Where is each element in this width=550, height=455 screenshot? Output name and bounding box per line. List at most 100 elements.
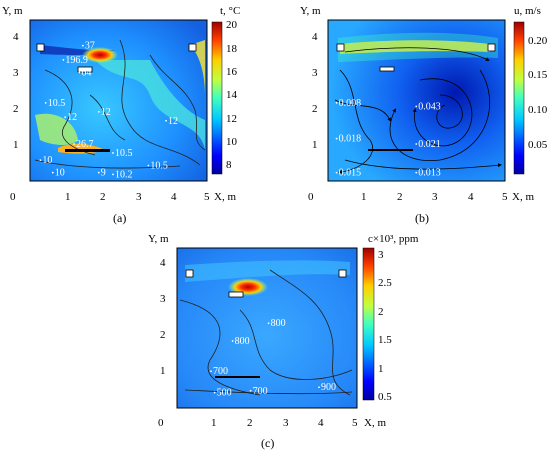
annotation-label: 0.021 <box>418 139 441 150</box>
panel-c-colorbar-gradient <box>362 247 375 401</box>
panel-b-xtick-2: 2 <box>397 191 403 203</box>
annotation-point <box>415 171 418 174</box>
annotation-point <box>78 71 81 74</box>
annotation-label: 64 <box>81 67 91 78</box>
panel-a-field <box>34 39 206 169</box>
panel-b-colorbar: u, m/s 0.05 0.10 0.15 0.20 <box>513 5 548 175</box>
panel-b-field <box>334 32 502 174</box>
panel-b-annotations: 0.008 0.043 0.018 0.021 0.015 0.013 <box>335 98 441 179</box>
panel-b-x-ticks: 0 1 2 3 4 5 X, m <box>308 191 534 203</box>
panel-c: Y, m 800 800 700 500 700 900 0 1 2 3 4 5 X, m… <box>148 233 419 450</box>
panel-b-y-ticks: 1 2 3 4 <box>312 31 318 151</box>
annotation-point <box>39 159 42 162</box>
panel-b-jet-halo <box>338 32 498 62</box>
annotation-point <box>97 110 100 113</box>
panel-b-ytick-3: 3 <box>312 67 318 79</box>
panel-b-streamline-2 <box>389 69 491 162</box>
annotation-point <box>210 370 212 373</box>
panel-b-inlet-left <box>336 43 345 52</box>
panel-a-ylabel: Y, m <box>2 5 23 17</box>
annotation-point <box>81 44 84 47</box>
panel-b-occupant-head <box>379 66 395 72</box>
panel-c-xtick-3: 3 <box>283 417 289 429</box>
panel-c-colorbar-title: c×10³, ppm <box>368 233 419 245</box>
panel-c-inlet-right <box>338 269 347 278</box>
annotation-label: 9 <box>101 168 106 179</box>
panel-a-cb-tick-18: 18 <box>226 43 238 55</box>
annotation-label: 500 <box>217 388 232 399</box>
panel-a-xtick-3: 3 <box>136 191 142 203</box>
panel-a-xtick-4: 4 <box>171 191 177 203</box>
panel-a-x-ticks: 0 1 2 3 4 5 X, m <box>10 191 236 203</box>
panel-a-xtick-0: 0 <box>10 191 16 203</box>
panel-c-cb-tick-15: 1.5 <box>378 334 392 346</box>
panel-c-colorbar: c×10³, ppm 0.5 1 1.5 2 2.5 3 <box>362 233 419 403</box>
panel-b-streamline-1 <box>344 47 490 61</box>
annotation-point <box>64 116 67 119</box>
annotation-label: 12 <box>168 116 178 127</box>
panel-b-xlabel: X, m <box>512 191 534 203</box>
annotation-point <box>44 101 47 104</box>
annotation-label: 10 <box>55 168 65 179</box>
annotation-point <box>267 322 270 325</box>
panel-c-field <box>179 260 353 396</box>
panel-c-cb-tick-2: 2 <box>378 306 384 318</box>
panel-c-contour-3 <box>239 309 353 380</box>
panel-b-xtick-3: 3 <box>432 191 438 203</box>
panel-a-xlabel: X, m <box>214 191 236 203</box>
panel-c-inlet-left <box>185 269 194 278</box>
panel-a-colorbar-gradient <box>211 21 223 175</box>
panel-c-xtick-4: 4 <box>318 417 324 429</box>
panel-a-right-corner <box>190 40 205 95</box>
annotation-point <box>249 389 252 392</box>
annotation-point <box>415 105 418 108</box>
annotation-point <box>318 386 320 389</box>
panel-a-colorbar-title: t, °C <box>220 5 240 17</box>
panel-b-cb-tick-015: 0.15 <box>528 69 548 81</box>
panel-b-cb-tick-010: 0.10 <box>528 104 548 116</box>
panel-c-contour-2 <box>269 269 351 396</box>
panel-c-x-ticks: 0 1 2 3 4 5 X, m <box>158 417 386 429</box>
panel-b-heater-bar <box>368 149 413 151</box>
annotation-point <box>62 59 65 61</box>
annotation-point <box>335 101 338 104</box>
panel-a-cb-tick-16: 16 <box>226 66 238 78</box>
panel-a-cb-tick-14: 14 <box>226 89 238 101</box>
annotation-point <box>231 340 234 342</box>
panel-a-ytick-2: 2 <box>13 103 19 115</box>
annotation-point <box>335 137 338 140</box>
panel-a-ytick-3: 3 <box>13 67 19 79</box>
panel-c-caption: (c) <box>261 436 274 450</box>
panel-c-xtick-2: 2 <box>247 417 253 429</box>
annotation-label: 10.2 <box>115 169 132 180</box>
panel-a-ytick-1: 1 <box>13 139 19 151</box>
panel-b-streamline-7 <box>344 159 502 170</box>
panel-c-xlabel: X, m <box>364 417 386 429</box>
panel-b-xtick-4: 4 <box>468 191 474 203</box>
panel-a-ytick-4: 4 <box>13 31 19 43</box>
panel-c-cb-tick-05: 0.5 <box>378 391 392 403</box>
panel-c-contour-4 <box>184 389 353 395</box>
panel-a-xtick-5: 5 <box>204 191 210 203</box>
panel-c-ylabel-text: Y, m <box>148 233 169 245</box>
annotation-point <box>335 171 338 174</box>
panel-b-ytick-1: 1 <box>312 139 318 151</box>
panel-b-ytick-2: 2 <box>312 103 318 115</box>
panel-a-cb-tick-12: 12 <box>226 113 237 125</box>
panel-c-hot-plume <box>228 278 268 296</box>
panel-c-xtick-5: 5 <box>352 417 358 429</box>
panel-c-ytick-2: 2 <box>160 329 166 341</box>
panel-c-ytick-1: 1 <box>160 365 166 377</box>
annotation-label: 0.018 <box>339 134 362 145</box>
annotation-label: 10.5 <box>115 148 132 159</box>
panel-c-ytick-3: 3 <box>160 293 166 305</box>
panel-b-streamline-4 <box>436 94 463 129</box>
panel-c-top-region <box>185 260 350 282</box>
panel-a-cb-tick-8: 8 <box>226 159 232 171</box>
panel-a-colorbar: t, °C 8 10 12 14 16 18 20 <box>211 5 240 175</box>
panel-b-ylabel-text: Y, m <box>300 5 321 17</box>
panel-a-warm-region <box>95 60 205 150</box>
panel-b-streamline-5 <box>338 69 373 174</box>
annotation-label: 10 <box>42 155 52 166</box>
